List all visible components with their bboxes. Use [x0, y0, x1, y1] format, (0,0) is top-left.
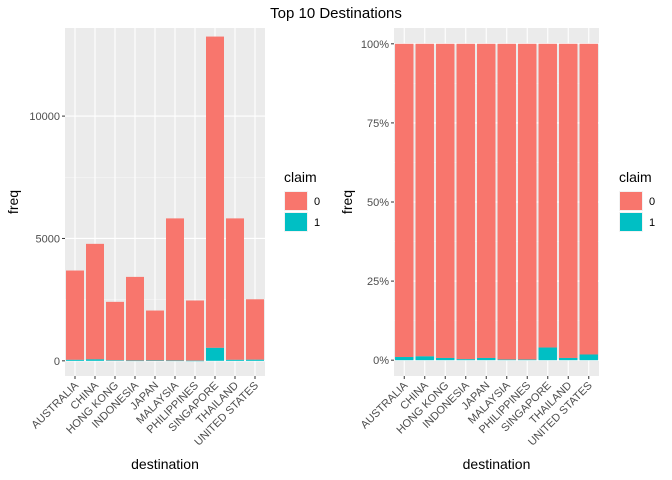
- bar-claim-1: [146, 360, 164, 361]
- bar-claim-0: [206, 36, 224, 348]
- legend-key-swatch: [285, 192, 307, 210]
- y-axis-title: freq: [339, 190, 355, 214]
- legend-title: claim: [284, 169, 317, 185]
- y-tick-label: 25%: [367, 276, 389, 288]
- y-tick-label: 10000: [29, 111, 60, 123]
- bar-claim-0: [126, 276, 144, 361]
- bar-claim-0: [497, 43, 516, 360]
- bar-claim-0: [518, 43, 537, 360]
- bar-claim-1: [579, 354, 598, 361]
- bar-claim-0: [86, 243, 104, 360]
- bar-claim-1: [226, 359, 244, 361]
- bar-claim-0: [166, 218, 184, 361]
- y-tick-label: 75%: [367, 118, 389, 130]
- bars: [395, 43, 598, 361]
- bar-claim-1: [166, 360, 184, 362]
- y-tick-label: 50%: [367, 197, 389, 209]
- bar-claim-0: [538, 43, 557, 348]
- bar-claim-0: [246, 299, 264, 360]
- legend-label: 1: [314, 217, 320, 229]
- bar-claim-1: [456, 359, 475, 361]
- bar-claim-1: [186, 360, 204, 362]
- bar-claim-1: [518, 359, 537, 361]
- bar-claim-1: [86, 359, 104, 361]
- bar-claim-0: [106, 301, 124, 361]
- bar-claim-0: [415, 43, 434, 357]
- legend: claim 0 1: [284, 169, 320, 232]
- bar-claim-1: [106, 360, 124, 361]
- y-axis: 0% 25% 50% 75% 100%: [361, 39, 394, 367]
- bar-claim-1: [436, 357, 455, 361]
- bar-claim-1: [497, 359, 516, 361]
- bar-claim-0: [477, 43, 496, 358]
- legend-key-swatch: [285, 213, 307, 231]
- legend: claim 0 1: [619, 169, 655, 232]
- y-axis-title: freq: [5, 190, 21, 214]
- bar-claim-0: [456, 43, 475, 360]
- bar-claim-0: [226, 218, 244, 360]
- x-axis-title: destination: [131, 456, 199, 472]
- bar-claim-1: [206, 347, 224, 361]
- x-axis-title: destination: [463, 456, 531, 472]
- bar-claim-0: [146, 310, 164, 361]
- bar-claim-0: [559, 43, 578, 358]
- legend-label: 1: [649, 217, 655, 229]
- chart-title: Top 10 Destinations: [270, 5, 402, 22]
- y-tick-label: 5000: [36, 233, 60, 245]
- bar-claim-0: [579, 43, 598, 355]
- bar-claim-1: [538, 347, 557, 361]
- bar-claim-1: [415, 356, 434, 361]
- bar-claim-1: [246, 359, 264, 361]
- bar-claim-1: [477, 357, 496, 361]
- legend-key-swatch: [620, 192, 642, 210]
- y-tick-label: 100%: [361, 39, 389, 51]
- y-axis: 0 5000 10000: [29, 111, 65, 368]
- bar-claim-1: [126, 360, 144, 362]
- y-tick-label: 0: [54, 356, 60, 368]
- legend-label: 0: [649, 196, 655, 208]
- bar-claim-0: [186, 300, 204, 361]
- bar-claim-1: [395, 357, 414, 361]
- bars: [66, 36, 264, 362]
- y-tick-label: 0%: [373, 355, 389, 367]
- legend-label: 0: [314, 196, 320, 208]
- bar-claim-0: [436, 43, 455, 358]
- legend-key-swatch: [620, 213, 642, 231]
- bar-claim-0: [395, 43, 414, 358]
- bar-claim-1: [66, 359, 84, 361]
- bar-claim-0: [66, 270, 84, 360]
- legend-title: claim: [619, 169, 652, 185]
- bar-claim-1: [559, 357, 578, 361]
